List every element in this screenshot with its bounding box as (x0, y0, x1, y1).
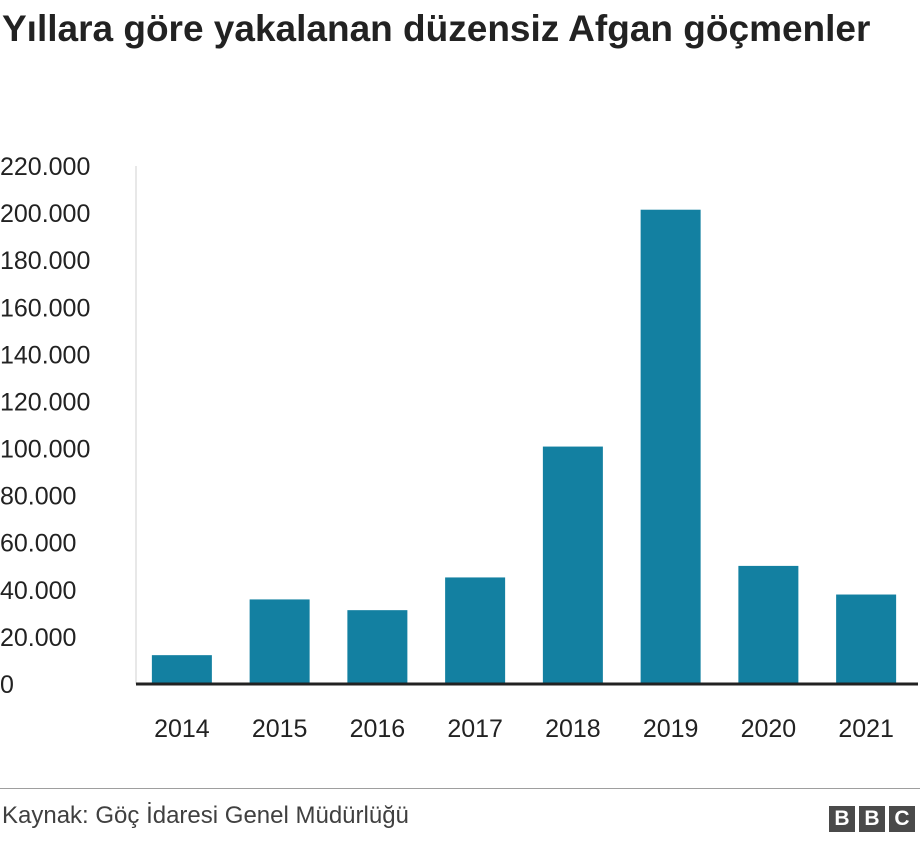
chart-title: Yıllara göre yakalanan düzensiz Afgan gö… (2, 8, 871, 49)
y-tick-label: 140.000 (0, 341, 90, 369)
x-tick-label: 2014 (154, 715, 210, 743)
x-tick-label: 2021 (838, 715, 894, 743)
footer-divider (0, 788, 920, 789)
bbc-logo-letter: C (889, 806, 915, 832)
y-tick-label: 60.000 (0, 530, 76, 558)
y-tick-label: 220.000 (0, 153, 90, 181)
bbc-logo: B B C (829, 806, 915, 832)
x-tick-label: 2015 (252, 715, 308, 743)
bar (445, 577, 506, 684)
y-tick-label: 80.000 (0, 483, 76, 511)
bar (347, 610, 408, 684)
y-tick-label: 40.000 (0, 577, 76, 605)
bar (151, 655, 212, 684)
bar (640, 209, 701, 684)
x-tick-label: 2020 (741, 715, 797, 743)
y-axis: 0 20.000 40.000 60.000 80.000 100.000 120.000 1… (0, 153, 137, 699)
x-tick-label: 2019 (643, 715, 699, 743)
y-tick-label: 180.000 (0, 247, 90, 275)
x-tick-label: 2016 (350, 715, 406, 743)
x-axis: 2014 2015 2016 2017 2018 2019 2020 2021 (136, 682, 918, 743)
bars (151, 209, 897, 684)
y-tick-label: 120.000 (0, 388, 90, 416)
source-note: Kaynak: Göç İdaresi Genel Müdürlüğü (2, 802, 409, 829)
bbc-logo-letter: B (859, 806, 885, 832)
x-tick-label: 2017 (447, 715, 503, 743)
bbc-logo-letter: B (829, 806, 855, 832)
y-tick-label: 200.000 (0, 200, 90, 228)
bar (249, 599, 310, 684)
bar-chart: 0 20.000 40.000 60.000 80.000 100.000 120.000 1… (0, 153, 918, 743)
y-tick-label: 160.000 (0, 294, 90, 322)
y-tick-label: 20.000 (0, 624, 76, 652)
y-tick-label: 0 (0, 671, 14, 699)
bar (542, 446, 603, 684)
bar (738, 565, 799, 684)
bar (836, 594, 897, 684)
y-tick-label: 100.000 (0, 436, 90, 464)
x-tick-label: 2018 (545, 715, 601, 743)
